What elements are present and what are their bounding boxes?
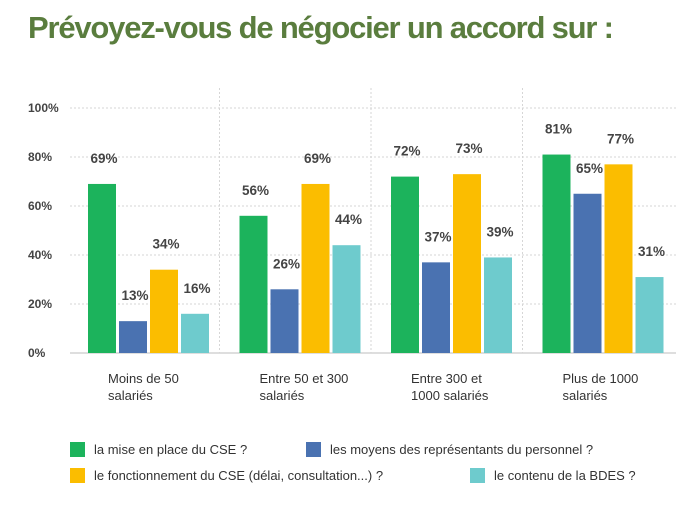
x-tick-label: Entre 300 et [411, 371, 482, 386]
legend-label: les moyens des représentants du personne… [330, 442, 593, 457]
data-label: 31% [638, 244, 665, 259]
bar [150, 269, 178, 353]
bar [332, 245, 361, 353]
legend: la mise en place du CSE ? les moyens des … [70, 442, 636, 483]
bar [391, 176, 419, 353]
data-label: 65% [576, 161, 603, 176]
bar [604, 164, 633, 353]
data-label: 16% [183, 281, 210, 296]
bar [239, 215, 268, 353]
data-label: 56% [242, 183, 269, 198]
bar [181, 313, 209, 353]
bar [119, 321, 147, 353]
legend-swatch [70, 442, 85, 457]
y-tick-label: 40% [28, 248, 52, 262]
x-tick-label: Moins de 50 [108, 371, 179, 386]
bar [301, 183, 330, 353]
data-label: 44% [335, 212, 362, 227]
data-label: 34% [152, 237, 179, 252]
bar [573, 193, 602, 353]
y-tick-label: 20% [28, 297, 52, 311]
legend-swatch [306, 442, 321, 457]
bar [422, 262, 450, 353]
data-label: 37% [424, 229, 451, 244]
data-label: 39% [486, 224, 513, 239]
bar [542, 154, 571, 353]
x-tick-label: salariés [563, 388, 608, 403]
x-tick-label: salariés [108, 388, 153, 403]
legend-swatch [70, 468, 85, 483]
y-tick-label: 100% [28, 101, 59, 115]
page-title: Prévoyez-vous de négocier un accord sur … [28, 10, 614, 45]
bar [635, 277, 664, 353]
data-label: 73% [455, 141, 482, 156]
data-label: 26% [273, 256, 300, 271]
bar [88, 183, 116, 353]
bar [484, 257, 512, 353]
legend-label: le contenu de la BDES ? [494, 468, 636, 483]
x-tick-label: salariés [260, 388, 305, 403]
bar [270, 289, 299, 353]
y-tick-label: 60% [28, 199, 52, 213]
y-axis-ticks: 0% 20% 40% 60% 80% 100% [28, 101, 59, 360]
data-label: 72% [393, 144, 420, 159]
legend-label: le fonctionnement du CSE (délai, consult… [94, 468, 383, 483]
data-label: 81% [545, 122, 572, 137]
x-tick-label: 1000 salariés [411, 388, 489, 403]
data-labels: 69% 13% 34% 16% 56% 26% 69% 44% 72% 37% 73% 39% 81% 6… [90, 122, 665, 304]
y-tick-label: 80% [28, 150, 52, 164]
legend-swatch [470, 468, 485, 483]
x-tick-label: Plus de 1000 [563, 371, 639, 386]
y-tick-label: 0% [28, 346, 46, 360]
bars [88, 154, 664, 353]
x-tick-label: Entre 50 et 300 [260, 371, 349, 386]
data-label: 77% [607, 131, 634, 146]
legend-label: la mise en place du CSE ? [94, 442, 247, 457]
bar [453, 174, 481, 353]
data-label: 13% [121, 288, 148, 303]
data-label: 69% [304, 151, 331, 166]
data-label: 69% [90, 151, 117, 166]
x-axis-categories: Moins de 50 salariés Entre 50 et 300 salari… [108, 371, 638, 403]
